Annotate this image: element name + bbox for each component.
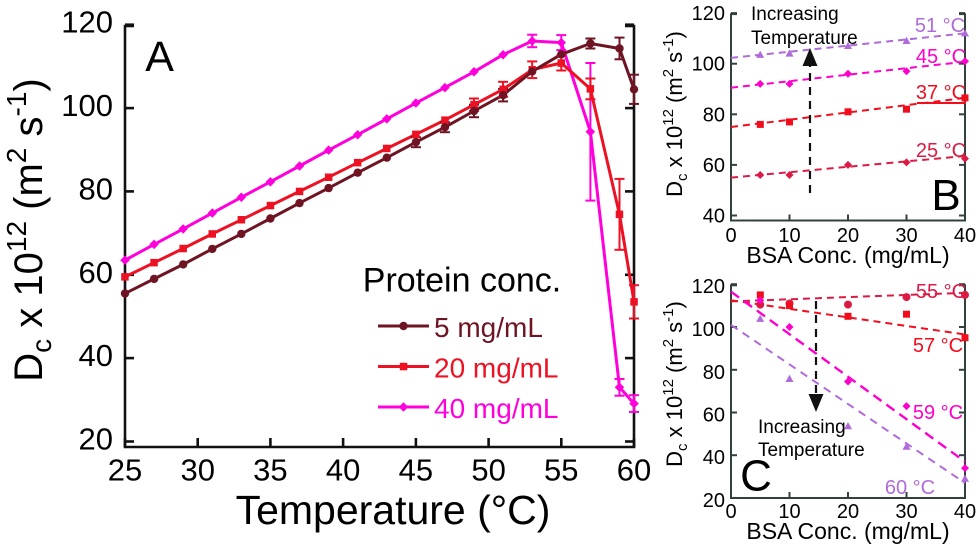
svg-text:25: 25 — [108, 453, 142, 488]
svg-text:5 mg/mL: 5 mg/mL — [434, 312, 543, 343]
svg-text:30: 30 — [895, 501, 917, 523]
svg-text:A: A — [145, 33, 174, 81]
svg-text:45 °C: 45 °C — [916, 46, 966, 68]
svg-text:120: 120 — [61, 5, 113, 40]
svg-text:40 mg/mL: 40 mg/mL — [434, 393, 559, 424]
svg-text:0: 0 — [725, 225, 736, 247]
svg-text:55: 55 — [544, 453, 578, 488]
svg-text:40: 40 — [326, 453, 360, 488]
svg-text:100: 100 — [61, 88, 113, 123]
svg-text:20: 20 — [837, 225, 859, 247]
svg-text:10: 10 — [778, 501, 800, 523]
svg-text:C: C — [740, 452, 772, 501]
svg-text:BSA Conc. (mg/mL): BSA Conc. (mg/mL) — [746, 242, 949, 268]
svg-text:20: 20 — [837, 501, 859, 523]
svg-text:B: B — [931, 171, 960, 220]
svg-text:20 mg/mL: 20 mg/mL — [434, 353, 559, 384]
svg-text:Increasing: Increasing — [758, 417, 846, 438]
svg-text:35: 35 — [253, 453, 287, 488]
svg-text:60: 60 — [79, 255, 113, 290]
svg-text:20: 20 — [79, 422, 113, 457]
svg-text:59 °C: 59 °C — [913, 402, 963, 424]
svg-text:80: 80 — [703, 104, 725, 126]
svg-text:40: 40 — [954, 225, 976, 247]
svg-text:51 °C: 51 °C — [915, 15, 965, 37]
svg-text:60: 60 — [703, 405, 725, 427]
svg-text:120: 120 — [692, 3, 725, 25]
svg-text:25 °C: 25 °C — [916, 140, 966, 162]
svg-text:80: 80 — [703, 362, 725, 384]
svg-text:100: 100 — [692, 319, 725, 341]
svg-text:45: 45 — [399, 453, 433, 488]
svg-text:57 °C: 57 °C — [913, 335, 963, 357]
svg-text:100: 100 — [692, 54, 725, 76]
svg-text:40: 40 — [954, 501, 976, 523]
svg-text:BSA Conc. (mg/mL): BSA Conc. (mg/mL) — [746, 518, 949, 544]
svg-text:Dc x 1012 (m2 s-1): Dc x 1012 (m2 s-1) — [660, 31, 691, 197]
svg-text:40: 40 — [703, 206, 725, 228]
svg-text:37 °C: 37 °C — [916, 82, 966, 104]
svg-text:80: 80 — [79, 171, 113, 206]
svg-text:Temperature: Temperature — [758, 440, 865, 461]
svg-text:Temperature (°C): Temperature (°C) — [236, 487, 551, 533]
svg-text:Increasing: Increasing — [751, 4, 839, 25]
svg-text:50: 50 — [471, 453, 505, 488]
svg-text:10: 10 — [778, 225, 800, 247]
svg-text:55 °C: 55 °C — [916, 281, 966, 303]
svg-text:60: 60 — [617, 453, 651, 488]
svg-text:40: 40 — [79, 338, 113, 373]
svg-text:40: 40 — [703, 447, 725, 469]
svg-text:30: 30 — [180, 453, 214, 488]
svg-text:120: 120 — [692, 276, 725, 298]
svg-text:20: 20 — [703, 490, 725, 512]
svg-text:60 °C: 60 °C — [885, 477, 935, 499]
svg-text:Protein conc.: Protein conc. — [363, 262, 561, 300]
svg-text:30: 30 — [895, 225, 917, 247]
svg-text:0: 0 — [725, 501, 736, 523]
svg-text:Temperature: Temperature — [751, 28, 858, 49]
svg-text:60: 60 — [703, 155, 725, 177]
